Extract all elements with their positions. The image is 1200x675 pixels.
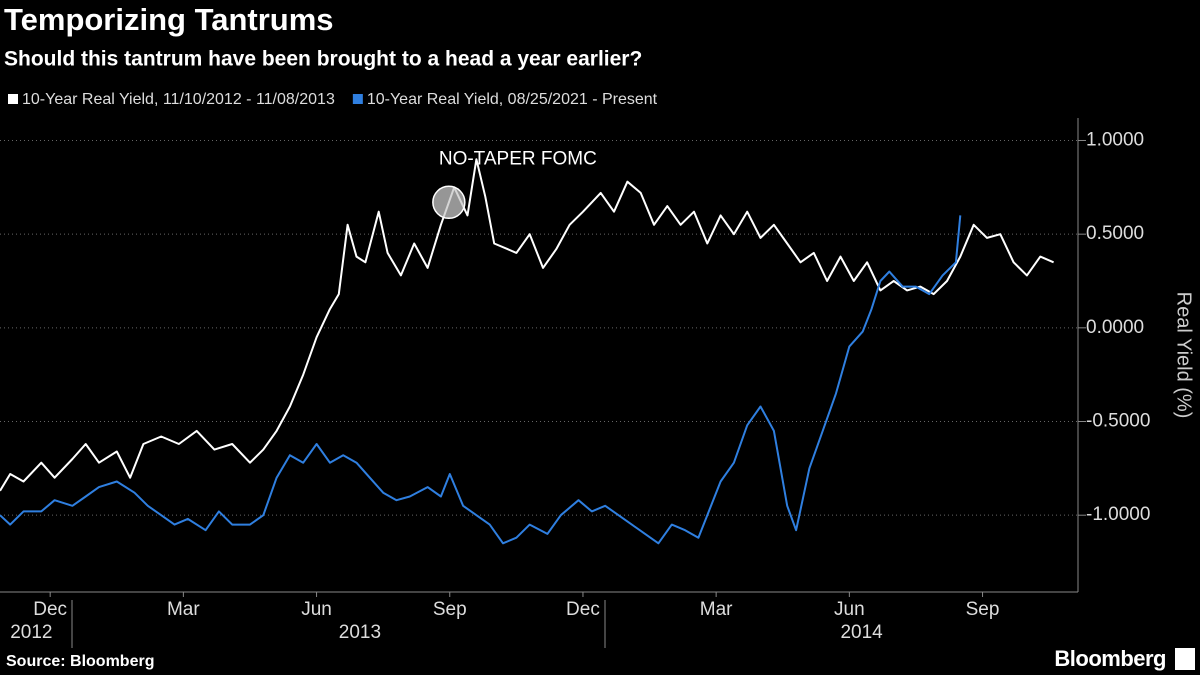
year-label: 2014 — [840, 622, 883, 643]
chart-subtitle: Should this tantrum have been brought to… — [4, 48, 642, 71]
x-tick-label: Dec — [566, 599, 600, 620]
annotation-label: NO-TAPER FOMC — [439, 148, 597, 169]
annotation-marker — [432, 185, 466, 220]
year-label: 2012 — [10, 622, 52, 643]
legend-label: 10-Year Real Yield, 11/10/2012 - 11/08/2… — [22, 91, 335, 108]
x-tick-label: Mar — [700, 599, 733, 620]
y-tick-label: -1.0000 — [1086, 504, 1150, 525]
x-tick-label: Dec — [33, 599, 67, 620]
y-tick-label: -0.5000 — [1086, 411, 1150, 432]
x-tick-label: Jun — [834, 599, 865, 620]
y-tick-label: 1.0000 — [1086, 129, 1144, 150]
legend-swatch — [352, 94, 363, 104]
y-axis-label: Real Yield (%) — [1173, 292, 1195, 419]
x-tick-label: Jun — [301, 599, 332, 620]
y-tick-label: 0.5000 — [1086, 223, 1144, 244]
x-tick-label: Sep — [433, 599, 467, 620]
brand-icon — [1175, 648, 1195, 670]
y-tick-label: 0.0000 — [1086, 317, 1144, 338]
source: Source: Bloomberg — [6, 653, 154, 670]
x-tick-label: Mar — [167, 599, 200, 620]
legend-swatch — [8, 94, 18, 104]
legend-label: 10-Year Real Yield, 08/25/2021 - Present — [367, 91, 658, 108]
series-line — [0, 158, 1054, 492]
brand: Bloomberg — [1054, 646, 1166, 671]
year-label: 2013 — [339, 622, 381, 643]
series-line — [0, 215, 962, 545]
chart-title: Temporizing Tantrums — [4, 2, 334, 37]
x-tick-label: Sep — [966, 599, 1000, 620]
